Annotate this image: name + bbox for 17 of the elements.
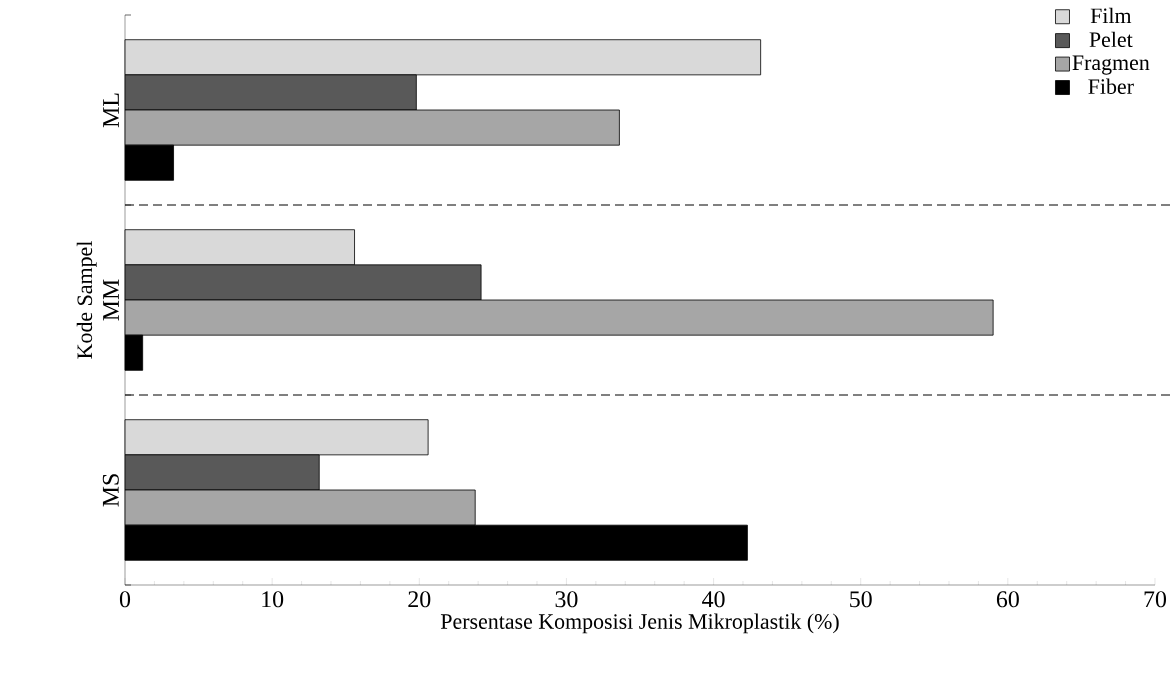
legend-label: Fiber bbox=[1088, 78, 1134, 94]
legend-label: Film bbox=[1090, 7, 1132, 23]
y-tick-label: MS bbox=[102, 474, 119, 507]
legend-label: Fragmen bbox=[1072, 55, 1150, 75]
x-tick-label: 0 bbox=[119, 591, 131, 608]
x-tick-label: 20 bbox=[408, 591, 431, 608]
legend-label: Pelet bbox=[1089, 31, 1133, 48]
x-axis-title: Persentase Komposisi Jenis Mikroplastik (%) bbox=[440, 613, 839, 634]
y-tick-label: MM bbox=[103, 279, 119, 321]
x-tick-label: 30 bbox=[555, 591, 578, 608]
x-tick-label: 60 bbox=[996, 591, 1019, 608]
x-tick-label: 10 bbox=[262, 591, 284, 608]
x-tick-label: 40 bbox=[702, 591, 725, 608]
y-tick-label: ML bbox=[103, 93, 119, 128]
y-axis-title: Kode Sampel bbox=[76, 241, 97, 359]
x-tick-label: 50 bbox=[850, 591, 872, 608]
x-tick-label: 70 bbox=[1144, 591, 1167, 608]
